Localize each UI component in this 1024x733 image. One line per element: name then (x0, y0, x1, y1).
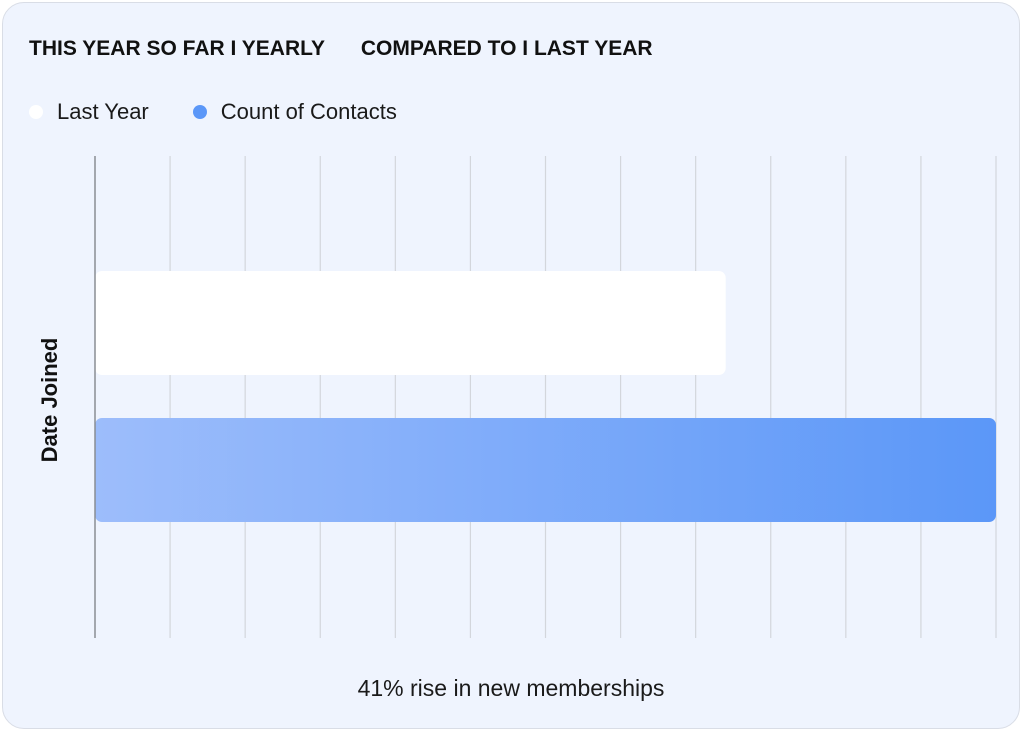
bars (95, 271, 996, 522)
header-comparison: COMPARED TO I LAST YEAR (360, 37, 653, 60)
header-period: THIS YEAR SO FAR I YEARLY (29, 37, 326, 60)
chart-header: THIS YEAR SO FAR I YEARLY COMPARED TO I … (29, 37, 653, 61)
bar-count-of-contacts (95, 418, 996, 522)
footnote: 41% rise in new memberships (357, 675, 665, 701)
legend-swatch-last-year (29, 105, 43, 119)
bar-chart-plot (94, 156, 997, 638)
legend-item-last-year: Last Year (29, 99, 149, 125)
legend-swatch-count-of-contacts (192, 105, 207, 119)
legend: Last Year Count of Contacts (29, 99, 397, 125)
bar-last-year (95, 271, 726, 375)
gridlines (169, 156, 997, 638)
legend-item-count-of-contacts: Count of Contacts (192, 99, 397, 125)
legend-label-last-year: Last Year (57, 99, 149, 124)
legend-label-count-of-contacts: Count of Contacts (220, 99, 397, 124)
